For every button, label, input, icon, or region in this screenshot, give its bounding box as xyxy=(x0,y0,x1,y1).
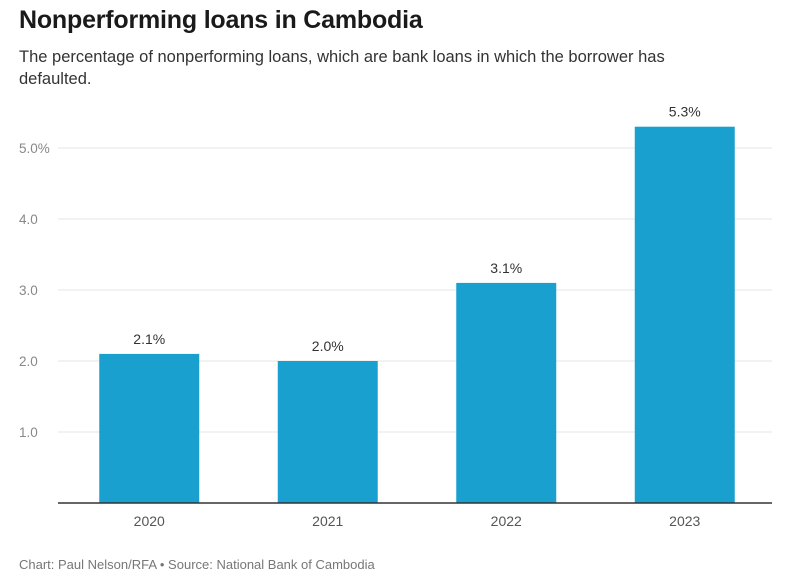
bar xyxy=(99,353,200,503)
bars xyxy=(99,126,735,503)
x-tick-label: 2023 xyxy=(669,513,700,529)
bar-value-label: 3.1% xyxy=(490,260,522,276)
bar xyxy=(277,361,378,503)
y-tick-label: 5.0% xyxy=(19,141,50,156)
y-tick-label: 1.0 xyxy=(19,425,38,440)
chart-title: Nonperforming loans in Cambodia xyxy=(19,6,423,34)
chart-subtitle: The percentage of nonperforming loans, w… xyxy=(19,48,665,88)
y-tick-label: 4.0 xyxy=(19,212,38,227)
bar-value-label: 5.3% xyxy=(669,104,701,120)
chart-credit: Chart: Paul Nelson/RFA • Source: Nationa… xyxy=(19,557,375,572)
y-axis-ticks: 1.0 2.0 3.0 4.0 5.0% xyxy=(19,141,50,440)
y-tick-label: 3.0 xyxy=(19,283,38,298)
value-labels: 2.1% 2.0% 3.1% 5.3% xyxy=(133,104,700,354)
bar-value-label: 2.0% xyxy=(312,338,344,354)
bar xyxy=(456,282,557,503)
bar-value-label: 2.1% xyxy=(133,331,165,347)
bar xyxy=(634,126,735,503)
y-tick-label: 2.0 xyxy=(19,354,38,369)
x-tick-label: 2020 xyxy=(134,513,165,529)
x-tick-label: 2022 xyxy=(491,513,522,529)
x-axis-ticks: 2020 2021 2022 2023 xyxy=(134,513,701,529)
x-tick-label: 2021 xyxy=(312,513,343,529)
